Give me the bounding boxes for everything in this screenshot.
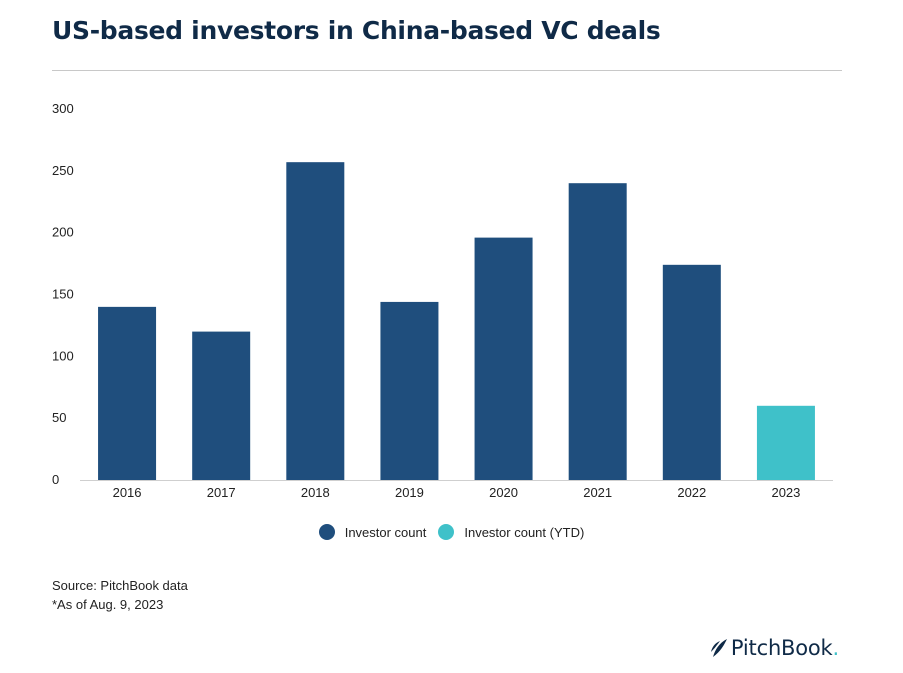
x-tick-label: 2019 xyxy=(395,485,424,500)
pitchbook-leaf-icon xyxy=(710,639,727,657)
legend-swatch xyxy=(318,524,335,540)
bar-2017 xyxy=(192,331,251,480)
brand-name: PitchBook xyxy=(730,636,833,660)
x-tick-label: 2017 xyxy=(207,485,236,500)
y-tick-label: 0 xyxy=(52,472,59,487)
bar-2022 xyxy=(662,264,721,480)
x-tick-label: 2016 xyxy=(113,485,142,500)
brand-dot: . xyxy=(832,636,840,660)
y-tick-label: 200 xyxy=(52,225,74,240)
bar-2023 xyxy=(756,405,815,480)
bar-2020 xyxy=(474,237,533,480)
x-tick-label: 2022 xyxy=(677,485,706,500)
bar-2018 xyxy=(286,162,345,480)
x-tick-label: 2023 xyxy=(771,485,800,500)
x-tick-label: 2020 xyxy=(489,485,518,500)
x-tick-label: 2021 xyxy=(583,485,612,500)
bar-2019 xyxy=(380,301,439,480)
source-line: Source: PitchBook data xyxy=(52,578,188,593)
bar-chart: 0 50 100 150 200 250 300 2016 2017 2018 2019 2020 20… xyxy=(52,101,833,500)
legend-item-investor-count: Investor count xyxy=(318,524,427,540)
legend-swatch xyxy=(438,524,455,540)
y-tick-label: 150 xyxy=(52,287,74,302)
source-note: Source: PitchBook data *As of Aug. 9, 20… xyxy=(52,576,188,614)
chart-title: US-based investors in China-based VC dea… xyxy=(52,16,661,45)
legend-label: Investor count (YTD) xyxy=(464,524,585,540)
x-tick-label: 2018 xyxy=(301,485,330,500)
bar-2016 xyxy=(98,306,157,480)
bar-2021 xyxy=(568,183,627,480)
chart-legend: Investor count Investor count (YTD) xyxy=(0,524,903,540)
y-tick-label: 250 xyxy=(52,163,74,178)
title-divider xyxy=(52,70,842,71)
legend-label: Investor count xyxy=(344,524,427,540)
y-tick-label: 300 xyxy=(52,101,74,116)
y-tick-label: 50 xyxy=(52,410,66,425)
legend-item-investor-count-ytd: Investor count (YTD) xyxy=(438,524,584,540)
footnote-line: *As of Aug. 9, 2023 xyxy=(52,597,164,612)
y-tick-label: 100 xyxy=(52,348,74,363)
pitchbook-logo: PitchBook. xyxy=(710,636,839,660)
